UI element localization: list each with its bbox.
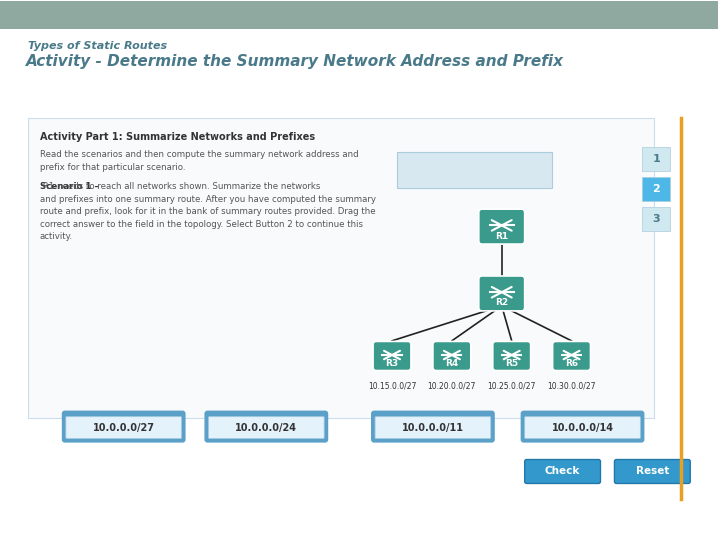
- Text: 2: 2: [652, 184, 660, 194]
- Text: Reset: Reset: [636, 467, 669, 476]
- FancyBboxPatch shape: [66, 417, 181, 438]
- FancyBboxPatch shape: [525, 460, 600, 483]
- Text: 10.20.0.0/27: 10.20.0.0/27: [428, 382, 476, 391]
- Text: 10.25.0.0/27: 10.25.0.0/27: [487, 382, 536, 391]
- Text: Scenario 1 –: Scenario 1 –: [40, 182, 99, 191]
- Text: 10.0.0.0/14: 10.0.0.0/14: [552, 423, 613, 433]
- Text: 1: 1: [652, 154, 660, 164]
- Text: R6: R6: [565, 359, 578, 368]
- Text: R1: R1: [495, 232, 508, 241]
- FancyBboxPatch shape: [479, 209, 525, 244]
- Text: Activity - Determine the Summary Network Address and Prefix: Activity - Determine the Summary Network…: [26, 53, 564, 69]
- Text: R5: R5: [505, 359, 518, 368]
- FancyBboxPatch shape: [433, 341, 471, 370]
- FancyBboxPatch shape: [525, 417, 640, 438]
- FancyBboxPatch shape: [522, 411, 644, 442]
- FancyBboxPatch shape: [209, 417, 324, 438]
- Text: 3: 3: [652, 214, 660, 224]
- FancyBboxPatch shape: [552, 341, 590, 370]
- FancyBboxPatch shape: [28, 118, 654, 417]
- FancyBboxPatch shape: [642, 207, 670, 231]
- Text: Read the scenarios and then compute the summary network address and
prefix for t: Read the scenarios and then compute the …: [40, 150, 359, 172]
- Text: Types of Static Routes: Types of Static Routes: [28, 40, 167, 51]
- FancyBboxPatch shape: [63, 411, 184, 442]
- Text: R1 needs to reach all networks shown. Summarize the networks
and prefixes into o: R1 needs to reach all networks shown. Su…: [40, 182, 376, 241]
- Text: R2: R2: [495, 299, 508, 307]
- FancyBboxPatch shape: [373, 341, 411, 370]
- FancyBboxPatch shape: [397, 152, 552, 188]
- FancyBboxPatch shape: [375, 417, 491, 438]
- FancyBboxPatch shape: [479, 276, 525, 311]
- Text: 10.0.0.0/11: 10.0.0.0/11: [402, 423, 464, 433]
- Text: 10.0.0.0/24: 10.0.0.0/24: [235, 423, 297, 433]
- FancyBboxPatch shape: [642, 177, 670, 201]
- FancyBboxPatch shape: [205, 411, 327, 442]
- FancyBboxPatch shape: [642, 147, 670, 171]
- Text: 10.30.0.0/27: 10.30.0.0/27: [547, 382, 596, 391]
- Text: R3: R3: [385, 359, 399, 368]
- Text: Check: Check: [545, 467, 580, 476]
- FancyBboxPatch shape: [492, 341, 531, 370]
- Text: 10.0.0.0/27: 10.0.0.0/27: [93, 423, 155, 433]
- Text: R4: R4: [445, 359, 459, 368]
- FancyBboxPatch shape: [0, 1, 718, 29]
- Text: Activity Part 1: Summarize Networks and Prefixes: Activity Part 1: Summarize Networks and …: [40, 132, 315, 143]
- Text: 10.15.0.0/27: 10.15.0.0/27: [368, 382, 416, 391]
- FancyBboxPatch shape: [372, 411, 494, 442]
- FancyBboxPatch shape: [614, 460, 690, 483]
